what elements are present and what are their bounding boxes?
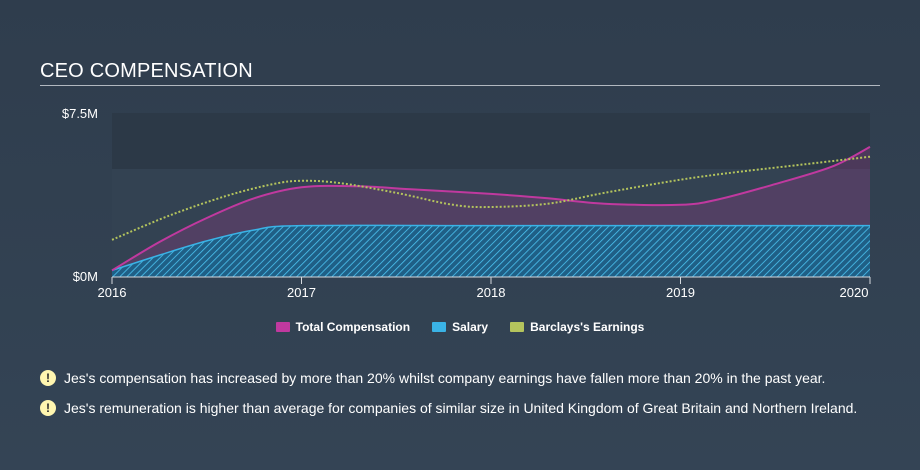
legend-label: Total Compensation (295, 320, 411, 334)
legend-label: Salary (452, 320, 489, 334)
x-axis-ticks (111, 277, 871, 284)
salary-area (112, 225, 870, 277)
chart-title: CEO COMPENSATION (40, 60, 253, 82)
legend-item-barclays-earnings[interactable]: Barclays's Earnings (510, 320, 644, 334)
warning-icon: ! (40, 370, 56, 386)
legend-swatch (275, 322, 290, 332)
total-compensation-line (111, 146, 871, 272)
legend-item-total-compensation[interactable]: Total Compensation (275, 320, 411, 334)
x-tick-label: 2017 (287, 285, 316, 300)
series-layer (111, 146, 871, 277)
x-tick-label: 2020 (840, 285, 869, 300)
note-text: Jes's compensation has increased by more… (64, 370, 826, 386)
y-tick-label: $7.5M (62, 106, 98, 121)
compensation-chart: $7.5M $0M 2016 2017 2018 2019 2020 (62, 106, 871, 300)
note-remuneration-above-average: ! Jes's remuneration is higher than aver… (40, 398, 900, 418)
y-tick-label: $0M (73, 269, 98, 284)
note-compensation-vs-earnings: ! Jes's compensation has increased by mo… (40, 368, 900, 388)
plot-band-upper (112, 113, 870, 169)
barclays-earnings-line (111, 155, 871, 241)
legend-swatch (510, 322, 525, 332)
legend-swatch (432, 322, 447, 332)
x-tick-label: 2018 (477, 285, 506, 300)
chart-legend: Total Compensation Salary Barclays's Ear… (0, 320, 920, 334)
x-tick-label: 2016 (98, 285, 127, 300)
legend-item-salary[interactable]: Salary (432, 320, 488, 334)
salary-line (111, 224, 870, 272)
note-text: Jes's remuneration is higher than averag… (64, 400, 858, 416)
title-divider (40, 85, 880, 86)
legend-label: Barclays's Earnings (530, 320, 645, 334)
warning-icon: ! (40, 400, 56, 416)
insight-notes: ! Jes's compensation has increased by mo… (40, 368, 900, 428)
x-tick-label: 2019 (666, 285, 695, 300)
